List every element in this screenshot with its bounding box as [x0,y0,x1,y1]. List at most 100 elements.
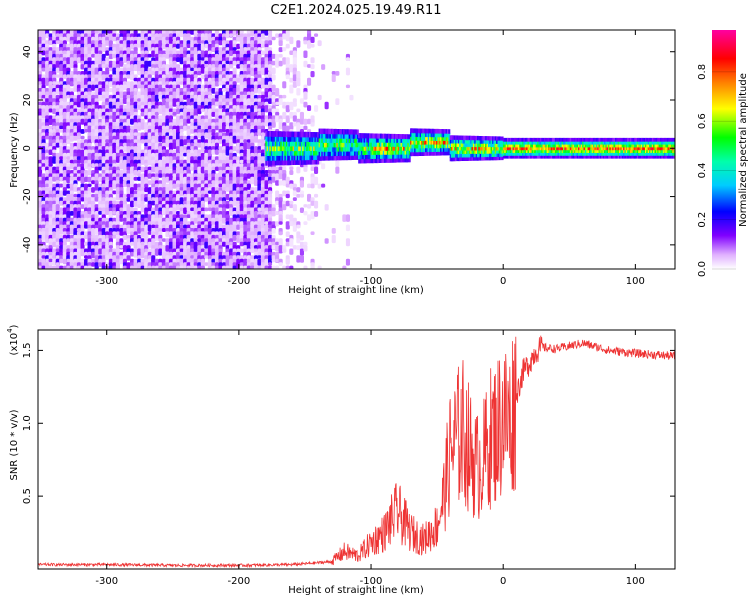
spectrogram-cell [179,30,184,34]
spectrogram-cell [200,176,205,181]
spectrogram-cell [229,64,234,69]
spectrogram-cell [108,81,113,87]
spectrogram-cell [275,91,280,96]
spectrogram-cell [275,111,280,116]
spectrogram-cell [250,30,255,36]
spectrogram-cell [52,265,57,269]
spectrogram-cell [137,71,142,76]
spectrogram-cell [133,142,138,147]
spectrogram-cell [214,67,219,72]
spectrogram-cell [292,197,297,201]
spectrogram-cell [264,265,269,269]
spectrogram-cell [45,262,50,269]
spectrogram-cell [218,139,223,144]
spectrogram-cell [211,180,216,184]
spectrogram-cell [172,173,177,178]
spectrogram-cell [84,74,89,79]
spectrogram-cell [91,262,96,267]
spectrogram-cell [52,108,57,115]
spectrogram-cell [137,265,142,269]
spectrogram-cell [303,245,308,252]
spectrogram-cell [211,149,216,155]
spectrogram-cell [130,115,135,120]
spectrogram-cell [52,125,57,130]
spectrogram-cell [66,238,71,242]
spectrogram-cell [172,67,177,72]
spectrogram-cell [253,211,258,219]
spectrogram-cell [257,47,262,51]
spectrogram-cell [101,146,106,150]
spectrogram-cell [296,193,301,198]
spectrogram-cell [69,81,74,86]
spectrogram-cell [112,74,117,79]
spectrogram-cell [115,241,120,246]
spectrogram-cell [80,149,85,158]
spectrogram-cell [115,166,120,172]
spectrogram-cell [179,57,184,65]
spectrogram-cell [91,228,96,236]
spectrogram-cell [76,159,81,164]
spectrogram-cell [115,71,120,76]
spectrogram-cell [345,258,350,266]
spectrogram-cell [66,33,71,38]
spectrogram-cell [98,200,103,206]
spectrogram-cell [172,36,177,41]
spectrogram-cell [41,224,46,229]
spectrogram-cell [289,111,294,119]
spectrogram-cell [239,265,244,269]
spectrogram-cell [147,214,152,223]
spectrogram-cell [130,251,135,257]
spectrogram-cell [183,152,188,157]
spectrogram-cell [119,231,124,236]
spectrogram-cell [108,30,113,35]
spectrogram-cell [246,122,251,130]
spectrogram-cell [73,187,78,192]
spectrogram-cell [137,197,142,202]
spectrogram-cell [55,197,60,206]
spectrogram-cell [73,135,78,141]
spectrogram-cell [84,214,89,219]
spectrogram-cell [66,36,71,42]
spectrogram-cell [59,224,64,229]
spectrogram-cell [84,84,89,89]
spectrogram-cell [91,214,96,219]
spectrogram-cell [204,60,209,65]
spectrogram-cell [214,265,219,269]
spectrogram-cell [140,207,145,213]
spectrogram-cell [324,101,329,110]
spectrogram-cell [229,156,234,160]
spectrogram-cell [91,187,96,193]
spectrogram-cell [73,173,78,178]
spectrogram-cell [250,71,255,77]
spectrogram-cell [66,176,71,184]
spectrogram-cell [59,258,64,264]
spectrogram-cell [55,163,60,168]
spectrogram-cell [41,77,46,85]
spectrogram-cell [168,71,173,78]
spectrogram-cell [80,251,85,257]
spectrogram-cell [119,197,124,201]
spectrogram-cell [38,74,43,79]
spectrogram-cell [94,228,99,235]
spectrogram-cell [147,84,152,89]
spectrogram-cell [211,94,216,99]
spectrogram-cell [183,197,188,201]
spectrogram-cell [147,180,152,185]
spectrogram-cell [268,98,273,104]
spectrogram-cell [186,98,191,107]
spectrogram-cell [324,238,329,244]
spectrogram-cell [222,241,227,247]
spectrogram-cell [190,166,195,171]
spectrogram-cell [84,241,89,246]
spectrogram-cell [101,265,106,269]
spectrogram-cell [331,71,336,75]
spectrogram-cell [119,170,124,175]
spectrogram-cell [250,50,255,55]
spectrogram-cell [59,190,64,199]
spectrogram-cell [144,241,149,246]
spectrogram-cell [229,33,234,37]
spectrogram-cell [289,214,294,222]
spectrogram-cell [285,193,290,199]
spectrogram-cell [66,50,71,59]
spectrogram-cell [130,101,135,106]
